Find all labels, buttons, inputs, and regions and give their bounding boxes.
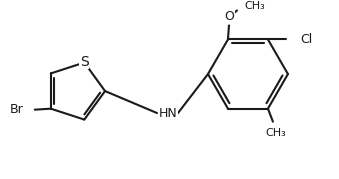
Text: O: O [224, 10, 234, 23]
Text: S: S [80, 55, 89, 69]
Text: Cl: Cl [300, 33, 312, 46]
Text: CH₃: CH₃ [244, 1, 265, 11]
Text: CH₃: CH₃ [265, 128, 286, 138]
Text: Br: Br [10, 103, 24, 116]
Text: HN: HN [159, 107, 177, 120]
